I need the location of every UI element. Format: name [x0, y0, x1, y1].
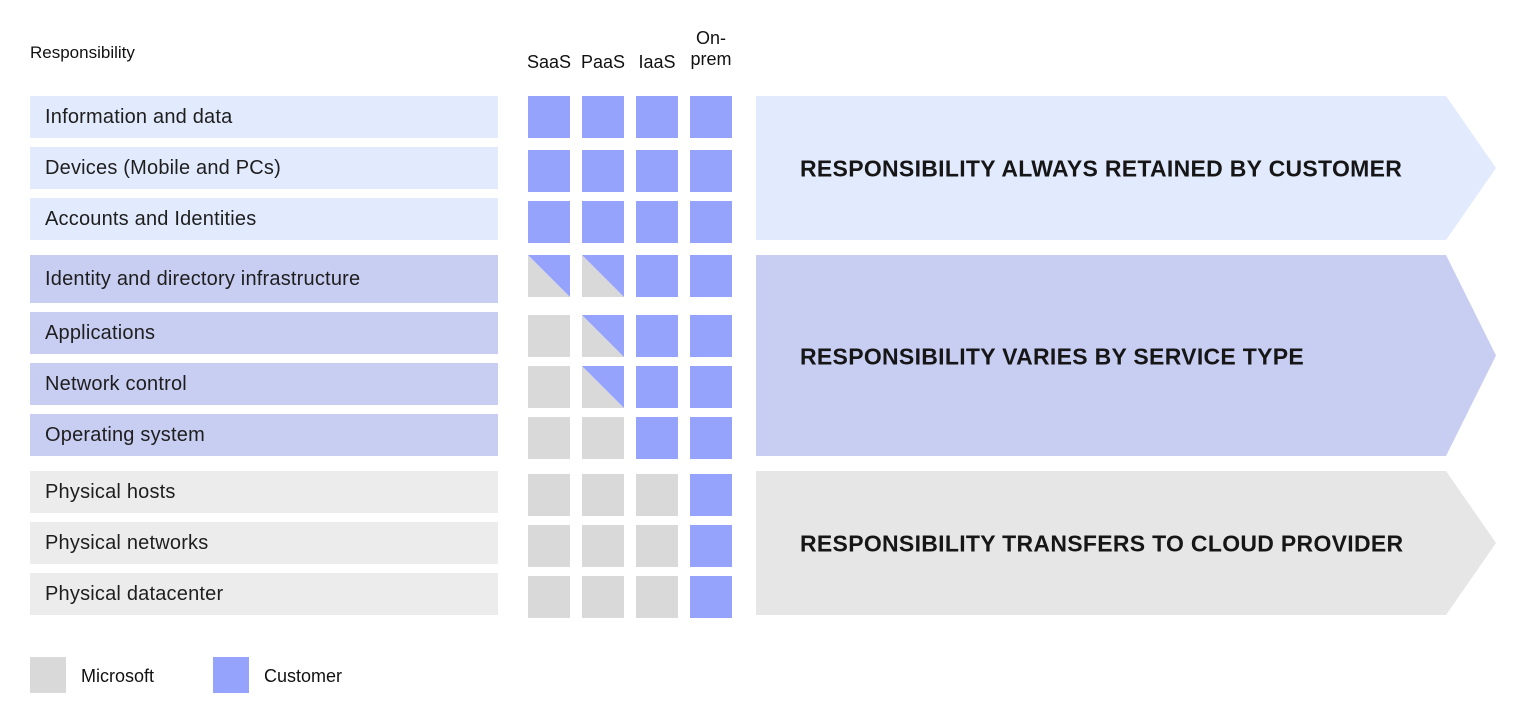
cell-on-prem-customer: [690, 201, 732, 243]
row-label: Information and data: [30, 96, 498, 138]
cell-paas-shared: [582, 315, 624, 357]
legend-swatch-microsoft: [30, 657, 66, 693]
cell-saas-customer: [528, 150, 570, 192]
cell-on-prem-customer: [690, 525, 732, 567]
cell-saas-microsoft: [528, 315, 570, 357]
cell-saas-customer: [528, 96, 570, 138]
arrow-label: RESPONSIBILITY ALWAYS RETAINED BY CUSTOM…: [800, 155, 1403, 182]
cell-paas-customer: [582, 96, 624, 138]
row-label: Devices (Mobile and PCs): [30, 147, 498, 189]
row-label: Accounts and Identities: [30, 198, 498, 240]
cell-iaas-microsoft: [636, 474, 678, 516]
cell-iaas-microsoft: [636, 525, 678, 567]
cell-on-prem-customer: [690, 96, 732, 138]
cell-on-prem-customer: [690, 150, 732, 192]
cell-iaas-customer: [636, 366, 678, 408]
cell-saas-microsoft: [528, 525, 570, 567]
cell-iaas-customer: [636, 96, 678, 138]
cell-paas-microsoft: [582, 576, 624, 618]
cell-saas-microsoft: [528, 417, 570, 459]
cell-paas-microsoft: [582, 474, 624, 516]
row-label: Network control: [30, 363, 498, 405]
cell-saas-microsoft: [528, 576, 570, 618]
arrow-group-2: [756, 255, 1496, 456]
cell-on-prem-customer: [690, 255, 732, 297]
legend-swatch-customer: [213, 657, 249, 693]
cell-paas-shared: [582, 366, 624, 408]
cell-on-prem-customer: [690, 417, 732, 459]
row-label: Operating system: [30, 414, 498, 456]
row-label: Physical datacenter: [30, 573, 498, 615]
cell-on-prem-customer: [690, 576, 732, 618]
cell-iaas-customer: [636, 255, 678, 297]
cell-saas-customer: [528, 201, 570, 243]
cell-on-prem-customer: [690, 474, 732, 516]
cell-saas-shared: [528, 255, 570, 297]
cell-paas-microsoft: [582, 525, 624, 567]
cell-saas-microsoft: [528, 474, 570, 516]
arrow-group-1: [756, 96, 1496, 240]
cell-iaas-microsoft: [636, 576, 678, 618]
row-label: Physical networks: [30, 522, 498, 564]
row-label: Identity and directory infrastructure: [30, 255, 498, 303]
arrow-label: RESPONSIBILITY TRANSFERS TO CLOUD PROVID…: [800, 530, 1404, 557]
column-header-saas: SaaS: [526, 52, 572, 72]
cell-iaas-customer: [636, 417, 678, 459]
column-header-iaas: IaaS: [638, 52, 676, 72]
column-header-paas: PaaS: [580, 52, 626, 72]
row-label: Physical hosts: [30, 471, 498, 513]
cell-paas-customer: [582, 201, 624, 243]
cell-on-prem-customer: [690, 315, 732, 357]
cell-iaas-customer: [636, 201, 678, 243]
arrow-group-3: [756, 471, 1496, 615]
cell-paas-microsoft: [582, 417, 624, 459]
row-label: Applications: [30, 312, 498, 354]
cell-iaas-customer: [636, 150, 678, 192]
cell-iaas-customer: [636, 315, 678, 357]
cell-paas-customer: [582, 150, 624, 192]
responsibility-header: Responsibility: [30, 43, 135, 62]
cell-paas-shared: [582, 255, 624, 297]
cell-on-prem-customer: [690, 366, 732, 408]
column-header-on-prem: On- prem: [690, 28, 732, 69]
legend-label-customer: Customer: [264, 666, 343, 686]
legend-label-microsoft: Microsoft: [81, 666, 155, 686]
cell-saas-microsoft: [528, 366, 570, 408]
arrow-label: RESPONSIBILITY VARIES BY SERVICE TYPE: [800, 343, 1305, 369]
